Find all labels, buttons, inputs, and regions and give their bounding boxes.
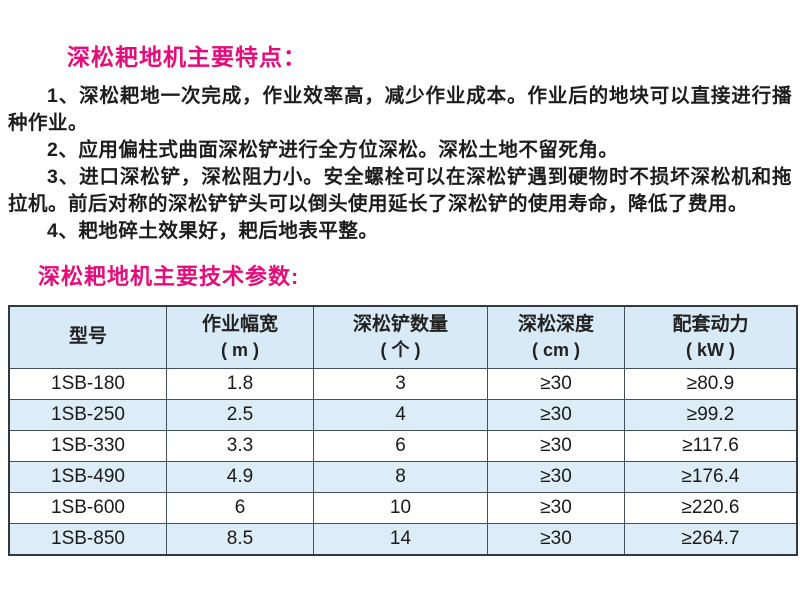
cell-width: 2.5 — [166, 398, 314, 431]
column-header-model: 型号 — [8, 305, 167, 369]
document-content: 深松耙地机主要特点： 1、深松耙地一次完成，作业效率高，减少作业成本。作业后的地… — [0, 44, 800, 556]
cell-depth: ≥30 — [487, 429, 625, 462]
spec-table-header: 型号 作业幅宽 ( m ) 深松铲数量 ( 个 ) 深松深度 ( cm ) — [8, 305, 798, 369]
cell-width: 4.9 — [166, 460, 314, 493]
cell-power: ≥117.6 — [624, 429, 798, 462]
parameters-heading: 深松耙地机主要技术参数: — [38, 264, 300, 290]
cell-model: 1SB-850 — [8, 522, 167, 556]
cell-power: ≥99.2 — [624, 398, 798, 431]
cell-model: 1SB-330 — [8, 429, 167, 462]
column-label: 深松深度 — [517, 314, 594, 336]
table-row-1sb-330: 1SB-330 3.3 6 ≥30 ≥117.6 — [8, 429, 798, 462]
column-label: 作业幅宽 — [201, 314, 278, 336]
cell-model: 1SB-250 — [8, 398, 167, 431]
cell-shovels: 14 — [313, 522, 488, 556]
cell-power: ≥176.4 — [624, 460, 798, 493]
feature-item-4: 4、耙地碎土效果好，耙后地表平整。 — [47, 220, 379, 243]
column-unit: ( cm ) — [531, 340, 580, 361]
table-row-1sb-250: 1SB-250 2.5 4 ≥30 ≥99.2 — [8, 398, 798, 431]
column-label: 深松铲数量 — [352, 314, 448, 336]
column-header-depth: 深松深度 ( cm ) — [487, 305, 625, 369]
cell-width: 8.5 — [166, 522, 314, 556]
table-header-row: 型号 作业幅宽 ( m ) 深松铲数量 ( 个 ) 深松深度 ( cm ) — [8, 305, 798, 369]
column-label: 配套动力 — [672, 314, 749, 336]
cell-width: 3.3 — [166, 429, 314, 462]
cell-shovels: 8 — [313, 460, 488, 493]
spec-table-body: 1SB-180 1.8 3 ≥30 ≥80.9 1SB-250 2.5 4 ≥3… — [8, 367, 798, 556]
cell-model: 1SB-600 — [8, 491, 167, 524]
table-row-1sb-600: 1SB-600 6 10 ≥30 ≥220.6 — [8, 491, 798, 524]
cell-shovels: 10 — [313, 491, 488, 524]
column-unit: ( m ) — [221, 340, 259, 361]
cell-model: 1SB-490 — [8, 460, 167, 493]
feature-item-2: 2、应用偏柱式曲面深松铲进行全方位深松。深松土地不留死角。 — [47, 139, 619, 162]
column-unit: ( kW ) — [686, 340, 735, 361]
features-list: 1、深松耙地一次完成，作业效率高，减少作业成本。作业后的地块可以直接进行播种作业… — [8, 83, 792, 245]
column-header-shovel-count: 深松铲数量 ( 个 ) — [313, 305, 488, 369]
feature-item-1: 1、深松耙地一次完成，作业效率高，减少作业成本。作业后的地块可以直接进行播种作业… — [8, 85, 792, 135]
features-heading: 深松耙地机主要特点： — [67, 44, 307, 70]
cell-depth: ≥30 — [487, 460, 625, 493]
cell-width: 6 — [166, 491, 314, 524]
column-header-working-width: 作业幅宽 ( m ) — [166, 305, 314, 369]
table-row-1sb-850: 1SB-850 8.5 14 ≥30 ≥264.7 — [8, 522, 798, 556]
cell-power: ≥264.7 — [624, 522, 798, 556]
column-unit: ( 个 ) — [380, 340, 421, 361]
cell-shovels: 3 — [313, 367, 488, 400]
cell-depth: ≥30 — [487, 398, 625, 431]
table-row-1sb-490: 1SB-490 4.9 8 ≥30 ≥176.4 — [8, 460, 798, 493]
cell-shovels: 6 — [313, 429, 488, 462]
cell-power: ≥220.6 — [624, 491, 798, 524]
feature-item-3: 3、进口深松铲，深松阻力小。安全螺栓可以在深松铲遇到硬物时不损坏深松机和拖拉机。… — [8, 166, 792, 216]
cell-shovels: 4 — [313, 398, 488, 431]
cell-width: 1.8 — [166, 367, 314, 400]
table-row-1sb-180: 1SB-180 1.8 3 ≥30 ≥80.9 — [8, 367, 798, 400]
cell-power: ≥80.9 — [624, 367, 798, 400]
cell-depth: ≥30 — [487, 522, 625, 556]
spec-table: 型号 作业幅宽 ( m ) 深松铲数量 ( 个 ) 深松深度 ( cm ) — [8, 304, 798, 556]
cell-model: 1SB-180 — [8, 367, 167, 400]
column-label: 型号 — [68, 326, 107, 348]
cell-depth: ≥30 — [487, 491, 625, 524]
cell-depth: ≥30 — [487, 367, 625, 400]
column-header-power: 配套动力 ( kW ) — [624, 305, 798, 369]
